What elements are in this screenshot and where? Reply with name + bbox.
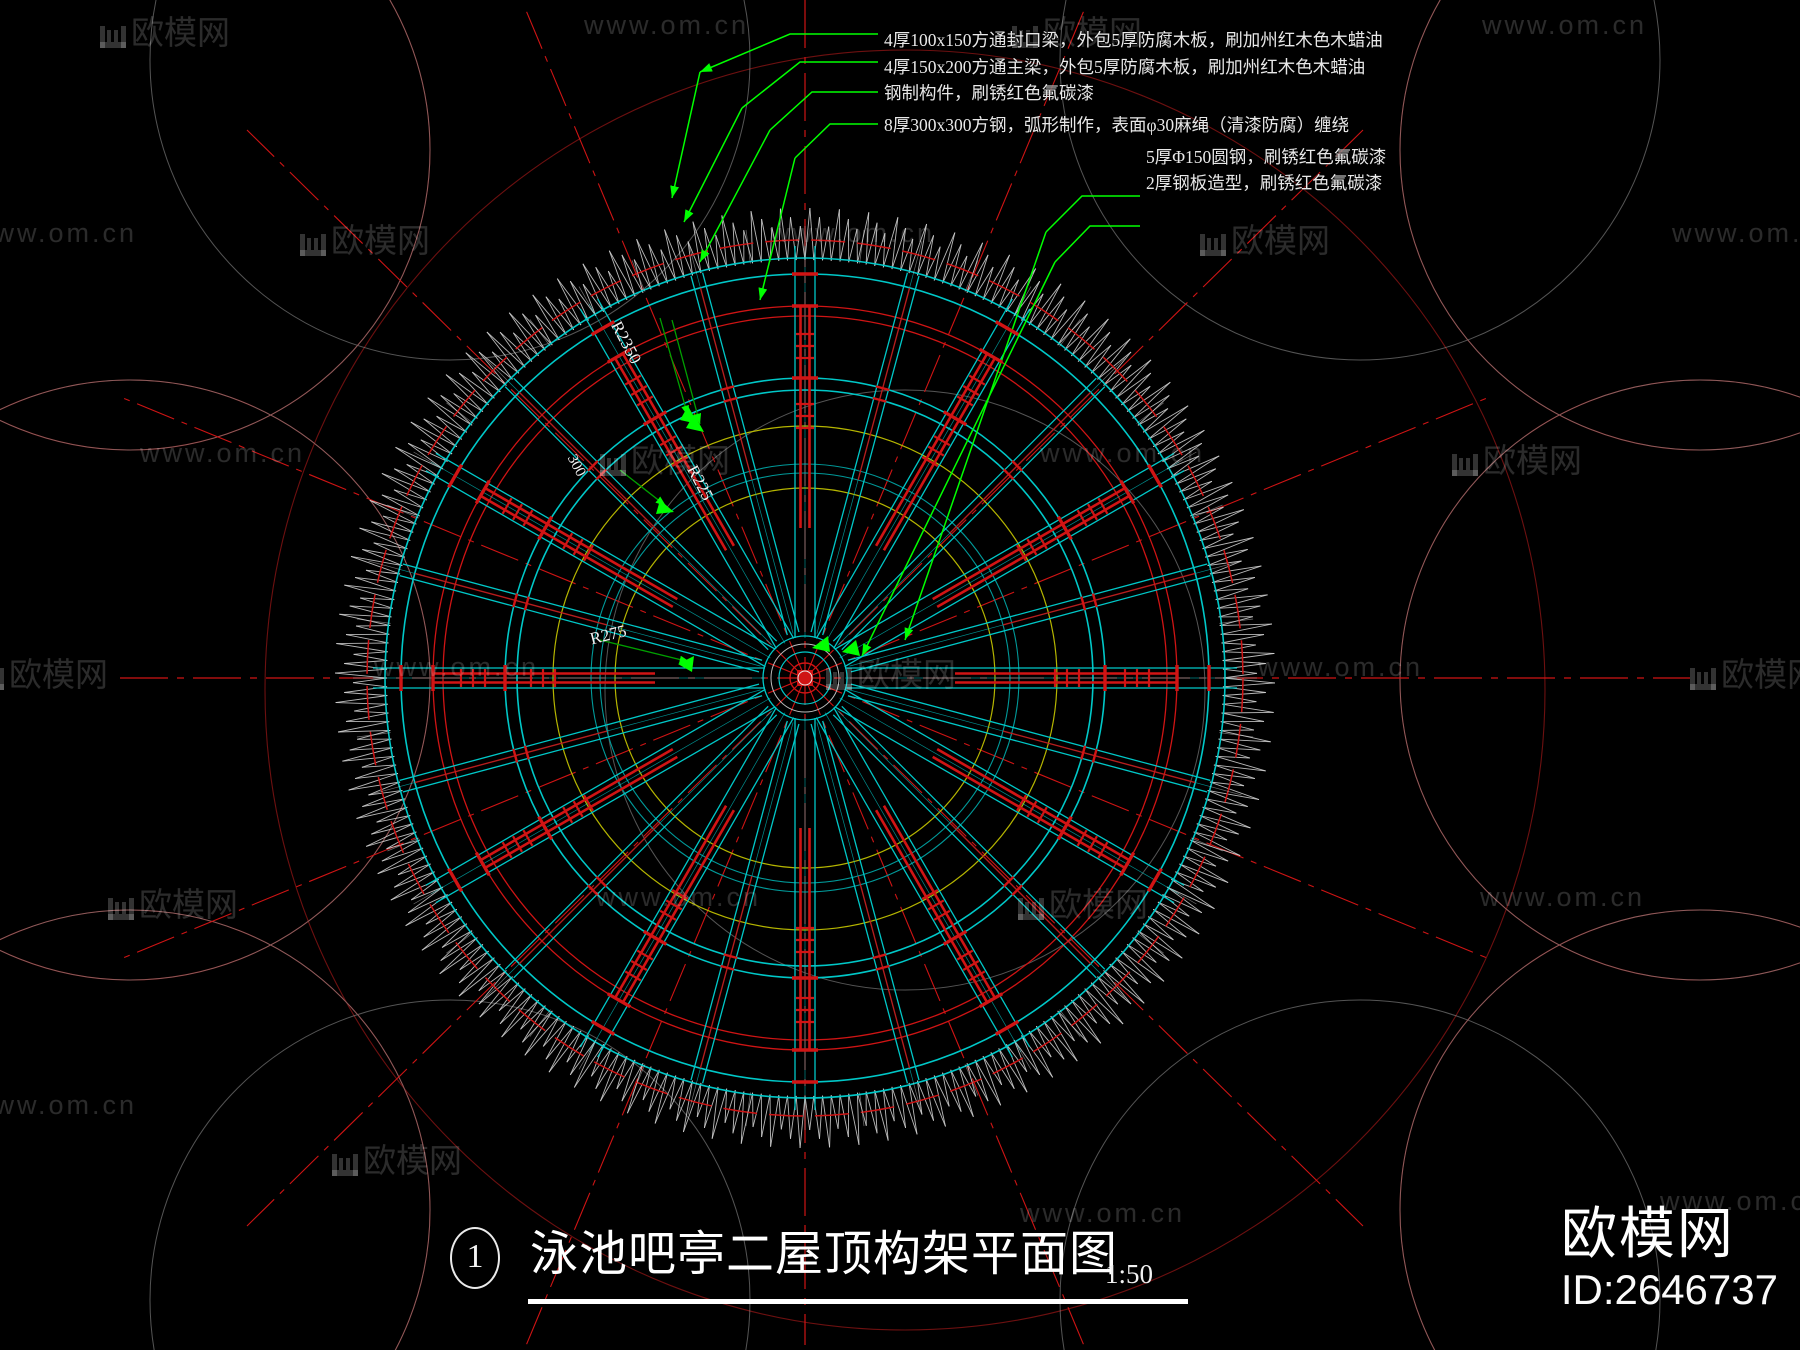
beam-joint-ticks [399, 272, 1211, 1084]
drawing-scale: 1:50 [1105, 1259, 1154, 1289]
center-axes [120, 0, 1690, 1345]
radial-center-axes [122, 7, 1488, 1349]
central-hub [762, 635, 848, 721]
drawing-number-bubble: 1 [450, 1227, 500, 1289]
annotation-note-5: 5厚Φ150圆钢，刷锈红色氟碳漆 [1146, 147, 1387, 167]
leader-lines [670, 33, 1140, 657]
dimension-leaders [599, 317, 702, 664]
roof-thatch-fringe [334, 207, 1276, 1149]
annotation-note-1: 4厚100x150方通封口梁，外包5厚防腐木板，刷加州红木色木蜡油 [884, 30, 1383, 50]
annotation-note-3: 钢制构件，刷锈红色氟碳漆 [884, 83, 1094, 103]
model-id-text: ID:2646737 [1560, 1266, 1778, 1313]
site-watermark: 欧模网 ID:2646737 [1561, 1204, 1778, 1314]
site-logo-text: 欧模网 [1560, 1202, 1735, 1267]
dimension-arrow-heads [656, 406, 860, 672]
annotation-note-6: 2厚钢板造型，刷锈红色氟碳漆 [1146, 173, 1383, 193]
title-underline [528, 1299, 1188, 1304]
annotation-note-2: 4厚150x200方通主梁，外包5厚防腐木板，刷加州红木色木蜡油 [884, 57, 1366, 77]
page-title: 泳池吧亭二屋顶构架平面图 [530, 1226, 1119, 1282]
annotation-note-4: 8厚300x300方钢，弧形制作，表面φ30麻绳（清漆防腐）缠绕 [884, 115, 1350, 135]
